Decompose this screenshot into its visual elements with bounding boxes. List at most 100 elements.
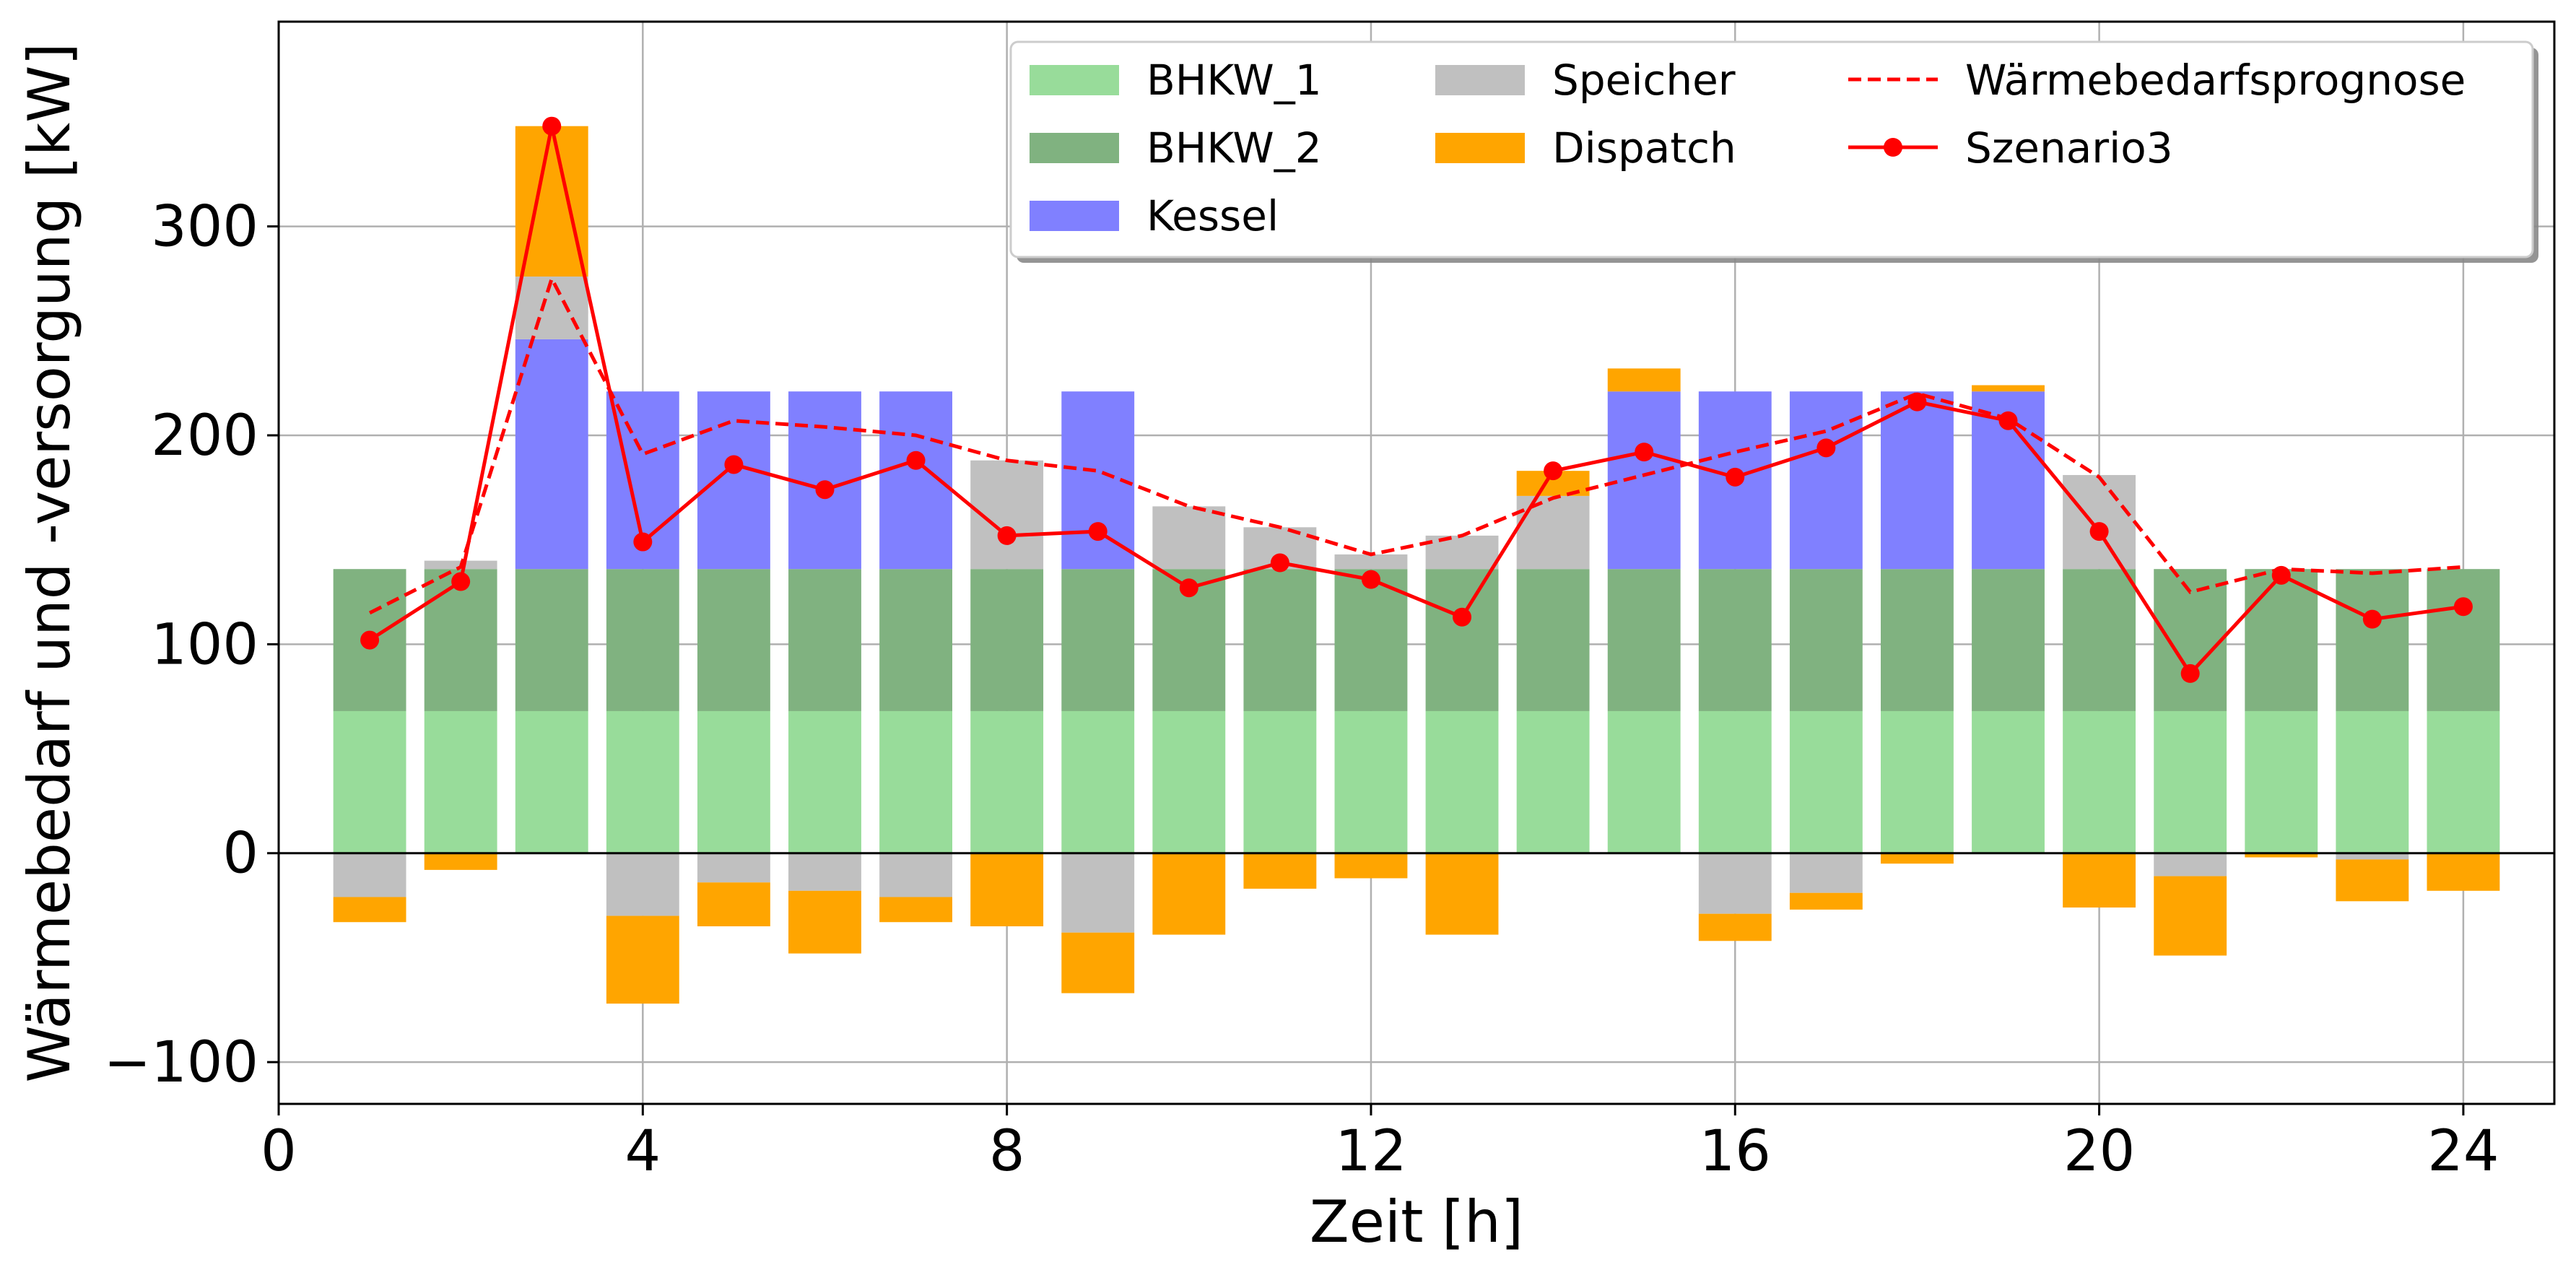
marker-szenario3 (815, 480, 835, 500)
bar-dispatch (788, 890, 861, 954)
x-tick-label: 0 (261, 1119, 297, 1184)
bar-dispatch (606, 915, 679, 1004)
bar-bhkw-2 (788, 569, 861, 711)
bar-bhkw-2 (1516, 569, 1590, 711)
marker-szenario3 (724, 455, 744, 474)
bar-dispatch (424, 853, 497, 870)
bar-speicher (1334, 554, 1408, 570)
legend-marker-szenario3 (1884, 138, 1902, 157)
marker-szenario3 (1453, 607, 1472, 627)
marker-szenario3 (2089, 522, 2109, 541)
legend-label-w-rmebedarfsprognose: Wärmebedarfsprognose (1965, 56, 2466, 105)
bar-bhkw-1 (2427, 710, 2500, 853)
bar-kessel (1881, 391, 1954, 570)
bar-bhkw-2 (1972, 569, 2045, 711)
bar-speicher (1152, 506, 1226, 570)
marker-szenario3 (2271, 565, 2291, 585)
legend-label-dispatch: Dispatch (1552, 123, 1736, 173)
bar-bhkw-2 (1243, 569, 1317, 711)
bar-bhkw-1 (2245, 710, 2318, 853)
marker-szenario3 (451, 572, 471, 591)
x-tick-label: 24 (2427, 1119, 2499, 1184)
bar-bhkw-2 (2063, 569, 2136, 711)
bar-speicher (697, 853, 770, 883)
bar-speicher (2336, 853, 2409, 860)
bar-dispatch (2245, 853, 2318, 858)
bar-dispatch (1152, 853, 1226, 935)
bar-speicher (879, 853, 952, 897)
marker-szenario3 (542, 116, 562, 136)
bar-dispatch (1789, 892, 1863, 910)
bar-bhkw-1 (1152, 710, 1226, 853)
bar-bhkw-2 (2336, 569, 2409, 711)
marker-szenario3 (633, 532, 653, 552)
bar-speicher (1425, 535, 1499, 570)
bar-bhkw-2 (1061, 569, 1135, 711)
bar-bhkw-2 (424, 569, 497, 711)
marker-szenario3 (360, 630, 380, 650)
marker-szenario3 (1088, 522, 1108, 541)
bar-bhkw-1 (515, 710, 588, 853)
marker-szenario3 (1998, 411, 2018, 430)
x-tick-label: 4 (625, 1119, 661, 1184)
bar-bhkw-2 (2245, 569, 2318, 711)
marker-szenario3 (1816, 438, 1836, 458)
bar-dispatch (2063, 853, 2136, 908)
bar-bhkw-1 (333, 710, 406, 853)
bar-dispatch (1972, 385, 2045, 392)
bar-dispatch (697, 882, 770, 927)
marker-szenario3 (1907, 392, 1927, 412)
bar-bhkw-1 (1061, 710, 1135, 853)
bars (333, 126, 2500, 1004)
bar-kessel (1789, 391, 1863, 570)
x-tick-label: 12 (1335, 1119, 1406, 1184)
bar-bhkw-1 (697, 710, 770, 853)
y-tick-label: −100 (104, 1030, 258, 1095)
y-tick-label: 300 (151, 195, 258, 260)
bar-kessel (697, 391, 770, 570)
y-axis-label: Wärmebedarf und -versorgung [kW] (16, 43, 83, 1082)
bar-speicher (2063, 474, 2136, 570)
bar-bhkw-1 (1334, 710, 1408, 853)
legend-box (1009, 40, 2534, 258)
legend-swatch-dispatch (1435, 133, 1525, 163)
x-tick-label: 20 (2063, 1119, 2135, 1184)
bar-bhkw-2 (1334, 569, 1408, 711)
bar-bhkw-2 (1425, 569, 1499, 711)
bar-dispatch (1607, 368, 1681, 392)
bar-dispatch (333, 897, 406, 923)
legend-label-bhkw-1: BHKW_1 (1146, 56, 1322, 105)
marker-szenario3 (1179, 578, 1198, 598)
bar-dispatch (1698, 913, 1772, 941)
marker-szenario3 (2180, 663, 2200, 683)
bar-dispatch (1243, 853, 1317, 889)
bar-bhkw-1 (1789, 710, 1863, 853)
marker-szenario3 (1544, 461, 1563, 481)
bar-bhkw-1 (424, 710, 497, 853)
bar-bhkw-1 (2336, 710, 2409, 853)
bar-dispatch (970, 853, 1044, 927)
bar-bhkw-1 (2154, 710, 2227, 853)
legend-swatch-bhkw-2 (1030, 133, 1119, 163)
lines (360, 116, 2473, 683)
marker-szenario3 (2362, 609, 2382, 629)
bar-dispatch (2336, 859, 2409, 902)
bar-bhkw-2 (1607, 569, 1681, 711)
bar-dispatch (1061, 932, 1135, 993)
bar-bhkw-2 (515, 569, 588, 711)
bar-bhkw-1 (788, 710, 861, 853)
bar-bhkw-1 (1607, 710, 1681, 853)
line-w-rmebedarfsprognose (368, 274, 2464, 615)
x-axis-label: Zeit [h] (1310, 1188, 1523, 1256)
bar-bhkw-1 (1972, 710, 2045, 853)
legend-swatch-kessel (1030, 201, 1119, 231)
x-tick-label: 16 (1700, 1119, 1771, 1184)
marker-szenario3 (2453, 597, 2473, 617)
bar-bhkw-1 (606, 710, 679, 853)
bar-bhkw-1 (1516, 710, 1590, 853)
line-szenario3 (368, 126, 2464, 676)
bar-bhkw-2 (2427, 569, 2500, 711)
bar-dispatch (1425, 853, 1499, 935)
marker-szenario3 (1726, 467, 1745, 487)
